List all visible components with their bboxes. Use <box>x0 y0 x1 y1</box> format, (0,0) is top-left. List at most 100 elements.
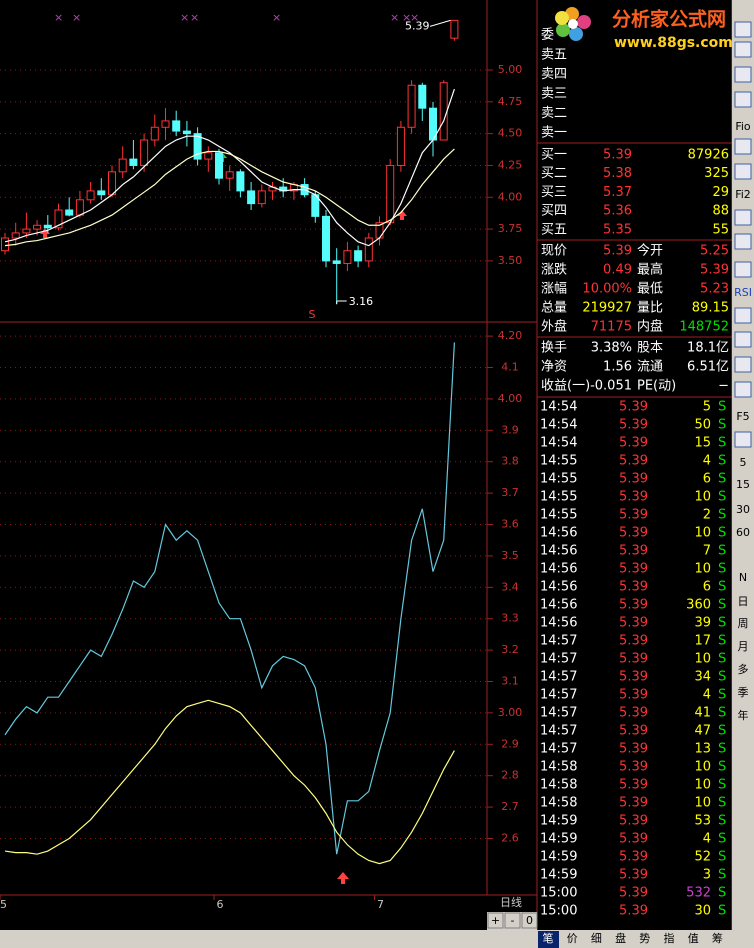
toolbar-icon[interactable] <box>734 138 752 155</box>
candle-body <box>108 171 116 196</box>
stat-label: 内盘 <box>637 319 663 335</box>
stat-label: 净资 <box>541 360 567 375</box>
logo-title: 分析家公式网 <box>612 8 726 31</box>
buy-price: 5.37 <box>603 185 632 200</box>
stat-label: 收益(一) <box>541 379 590 394</box>
toolbar-button[interactable]: N <box>739 571 747 584</box>
toolbar-icon[interactable] <box>734 209 752 226</box>
toolbar-icon[interactable] <box>734 431 752 448</box>
buy-price: 5.39 <box>603 148 632 163</box>
candle-body <box>161 120 170 128</box>
marker: × <box>410 11 419 24</box>
toolbar-icon[interactable] <box>734 356 752 373</box>
trade-volume: 7 <box>703 544 711 559</box>
toolbar-icon[interactable] <box>734 163 752 180</box>
y-tick-label: 3.5 <box>501 549 519 562</box>
stat-label: 量比 <box>637 301 663 316</box>
stat-label: 今开 <box>637 243 663 259</box>
toolbar-button[interactable]: Fio <box>735 120 751 133</box>
toolbar-button[interactable]: 15 <box>736 478 750 491</box>
toolbar-icon[interactable] <box>734 261 752 278</box>
y-tick-label: 3.6 <box>501 518 519 531</box>
toolbar-button[interactable]: 30 <box>736 503 750 516</box>
tab[interactable]: 筹 <box>712 931 723 945</box>
trade-volume: 10 <box>694 796 711 811</box>
trade-time: 15:00 <box>540 904 577 919</box>
trade-price: 5.39 <box>619 562 648 577</box>
control-button[interactable] <box>504 912 521 929</box>
trade-side: S <box>718 472 726 487</box>
y-tick-label: 3.8 <box>501 455 519 468</box>
toolbar-icon[interactable] <box>734 307 752 324</box>
trade-time: 14:58 <box>540 778 577 793</box>
toolbar-button[interactable]: Fi2 <box>735 188 751 201</box>
trade-volume: 50 <box>694 418 711 433</box>
toolbar-icon[interactable] <box>734 41 752 58</box>
trade-side: S <box>718 850 726 865</box>
trade-side: S <box>718 832 726 847</box>
tab[interactable]: 势 <box>639 932 650 945</box>
tab[interactable]: 指 <box>664 931 675 945</box>
candle-body <box>407 84 416 128</box>
candle-body <box>343 250 352 264</box>
tab[interactable]: 值 <box>688 932 699 945</box>
trade-volume: 4 <box>703 832 711 847</box>
trade-volume: 10 <box>694 562 711 577</box>
trade-time: 14:57 <box>540 634 577 649</box>
toolbar-button[interactable]: 周 <box>738 617 749 630</box>
toolbar-button[interactable]: 季 <box>738 686 749 699</box>
marker: × <box>190 11 199 24</box>
toolbar-button[interactable]: 5 <box>740 456 747 469</box>
candle-body <box>86 190 95 201</box>
sell-label: 卖一 <box>541 126 567 141</box>
control-label: - <box>511 914 515 927</box>
control-button[interactable] <box>487 912 504 929</box>
trade-price: 5.39 <box>619 832 648 847</box>
stat-label: 总量 <box>541 301 567 316</box>
trade-time: 14:58 <box>540 760 577 775</box>
candle-body <box>150 126 159 141</box>
toolbar-button[interactable]: 60 <box>736 526 750 539</box>
toolbar-button[interactable]: 多 <box>738 662 749 676</box>
toolbar-button[interactable]: 年 <box>738 708 749 722</box>
buy-label: 买一 <box>541 148 567 163</box>
tab[interactable]: 细 <box>591 932 602 945</box>
buy-label: 买四 <box>541 204 567 219</box>
trade-volume: 10 <box>694 526 711 541</box>
candle-body <box>215 152 223 179</box>
trade-volume: 4 <box>703 454 711 469</box>
tab[interactable]: 价 <box>567 932 578 945</box>
stat-label: 现价 <box>541 244 567 259</box>
trade-side: S <box>718 742 726 757</box>
trade-side: S <box>718 814 726 829</box>
trade-price: 5.39 <box>619 670 648 685</box>
toolbar-button[interactable]: 日 <box>738 595 749 608</box>
toolbar-icon[interactable] <box>734 331 752 348</box>
tab[interactable]: 笔 <box>543 931 554 945</box>
trade-time: 14:54 <box>540 436 577 451</box>
period-label: 日线 <box>500 895 522 909</box>
tab[interactable]: 盘 <box>615 931 626 945</box>
trade-side: S <box>718 904 726 919</box>
trade-side: S <box>718 616 726 631</box>
stat-value: 219927 <box>582 301 632 316</box>
trade-price: 5.39 <box>619 472 648 487</box>
toolbar-icon[interactable] <box>734 233 752 250</box>
toolbar-button[interactable]: 月 <box>738 640 749 653</box>
trade-volume: 2 <box>703 508 711 523</box>
low-label: 3.16 <box>349 295 374 308</box>
logo: 分析家公式网 www.88gs.com <box>555 7 733 51</box>
candle-body <box>450 19 459 39</box>
toolbar-icon[interactable] <box>734 381 752 398</box>
stat-value: 18.1亿 <box>687 341 729 356</box>
control-button[interactable] <box>521 912 538 929</box>
trade-price: 5.39 <box>619 580 648 595</box>
toolbar-icon[interactable] <box>734 21 752 38</box>
toolbar-button[interactable]: RSI <box>734 286 752 299</box>
trade-side: S <box>718 652 726 667</box>
trade-price: 5.39 <box>619 688 648 703</box>
toolbar-button[interactable]: F5 <box>736 410 749 423</box>
toolbar-icon[interactable] <box>734 91 752 108</box>
toolbar-icon[interactable] <box>734 66 752 83</box>
